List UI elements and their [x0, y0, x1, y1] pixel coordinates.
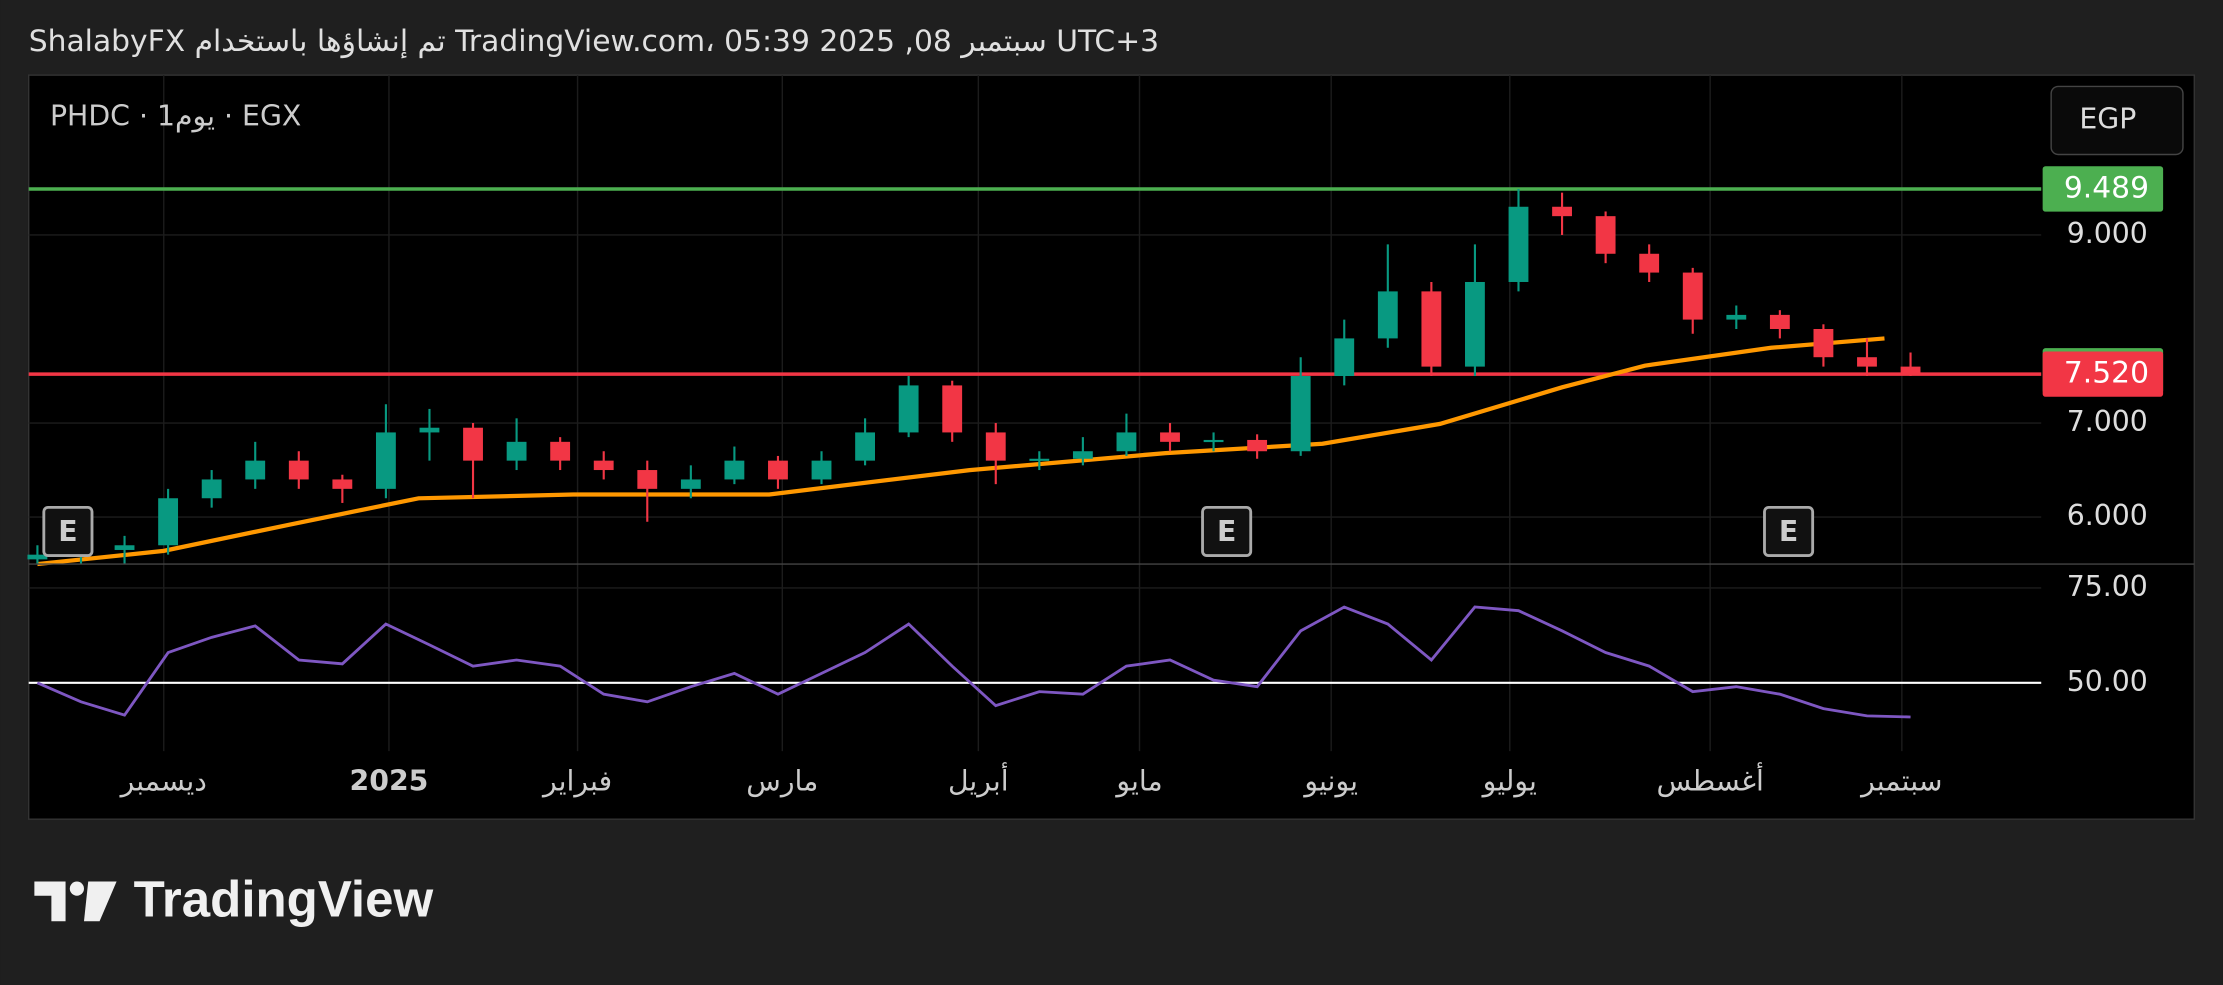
x-tick-label: فبراير	[541, 764, 612, 797]
candle-body	[1682, 272, 1703, 320]
candle-body	[1726, 314, 1747, 320]
price-tag	[2042, 166, 2164, 212]
x-tick-label: يوليو	[1481, 764, 1537, 797]
svg-text:TradingView: TradingView	[134, 870, 434, 927]
candle-body	[680, 479, 701, 489]
candle-body	[332, 479, 353, 489]
candle-body	[506, 441, 527, 461]
candle-body	[637, 470, 658, 489]
candle-body	[1465, 281, 1485, 367]
y-tick-label: 7.000	[2067, 405, 2148, 438]
chart: ديسمبر 2025 فبراير مارس أبريل مايو يونيو يوليو أ…	[27, 75, 2164, 797]
logo: TradingView	[34, 870, 433, 927]
x-tick-label: مايو	[1114, 764, 1162, 797]
candle-body	[419, 427, 440, 433]
candle-body	[158, 498, 179, 546]
candle-body	[1203, 439, 1224, 443]
candle-body	[1552, 206, 1572, 217]
event-label: E	[1217, 515, 1236, 548]
candle-body	[768, 460, 788, 480]
caption: ShalabyFX تم إنشاؤها باستخدام TradingVie…	[29, 24, 1159, 59]
candle-body	[593, 460, 614, 471]
candle-body	[1029, 458, 1050, 461]
candle-body	[1290, 376, 1311, 452]
y-tick-label: 9.000	[2067, 217, 2148, 250]
price-tag-label: 9.489	[2064, 170, 2149, 205]
candle-body	[1421, 291, 1442, 367]
event-marker	[1201, 505, 1253, 557]
event-marker	[42, 505, 94, 557]
candle-body	[724, 460, 745, 480]
moving-average	[37, 336, 1885, 567]
chart-frame	[28, 74, 2195, 820]
candle-body	[1116, 432, 1137, 452]
candle-body	[985, 432, 1006, 461]
candle-body	[550, 441, 571, 461]
currency[interactable]: EGP	[2079, 102, 2136, 135]
candle-body	[375, 432, 396, 489]
candle-body	[1377, 291, 1398, 339]
candle-body	[114, 545, 135, 550]
x-tick-label: ديسمبر	[119, 764, 207, 797]
event-marker	[1763, 505, 1815, 557]
rsi-line	[36, 605, 1911, 719]
candle-body	[1334, 338, 1355, 377]
x-tick-label: مارس	[746, 764, 818, 797]
candle-body	[27, 554, 48, 560]
candle-body	[942, 385, 963, 433]
candle-body	[201, 479, 222, 499]
candle-body	[1857, 357, 1877, 367]
candle-body	[1813, 328, 1834, 358]
candle-body	[1595, 216, 1616, 254]
candle-body	[811, 460, 832, 480]
candle-body	[1160, 432, 1180, 442]
rsi-tick-label: 50.00	[2067, 665, 2148, 698]
candle-body	[855, 432, 876, 461]
y-tick-label: 6.000	[2067, 499, 2148, 532]
candle-body	[1247, 439, 1268, 452]
candle-body	[463, 427, 483, 461]
price-tag-label: 7.520	[2064, 356, 2149, 391]
candle-body	[1769, 314, 1790, 329]
candle-body	[1639, 253, 1660, 273]
x-tick-label: يونيو	[1302, 764, 1358, 797]
symbol-label: PHDC · 1يوم · EGX	[50, 100, 301, 133]
currency-button[interactable]	[2050, 85, 2184, 156]
x-tick-label: 2025	[350, 764, 429, 797]
candle-body	[245, 460, 266, 480]
x-tick-label: أغسطس	[1657, 761, 1764, 797]
candle-body	[1900, 366, 1921, 375]
event-label: E	[58, 515, 77, 548]
candle-body	[288, 460, 309, 480]
rsi-tick-label: 75.00	[2067, 570, 2148, 603]
x-tick-label: أبريل	[948, 761, 1009, 797]
x-tick-label: سبتمبر	[1859, 764, 1942, 797]
price-tag	[2042, 351, 2164, 397]
candle-body	[1508, 206, 1529, 282]
event-label: E	[1779, 515, 1798, 548]
candle-body	[898, 385, 919, 433]
candle-body	[1072, 451, 1093, 459]
